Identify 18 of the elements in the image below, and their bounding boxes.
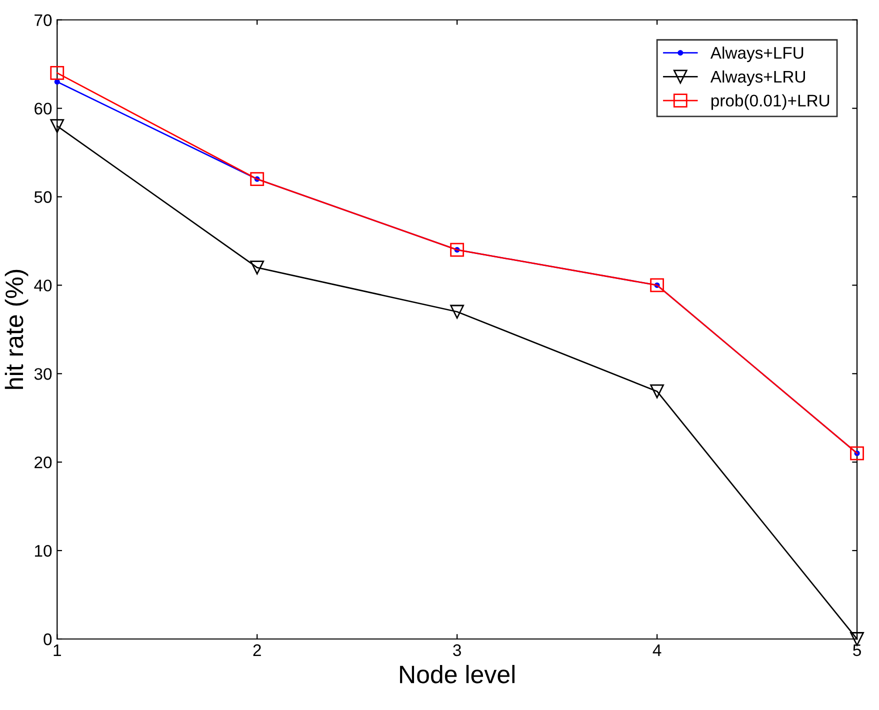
x-tick-label: 5 — [853, 644, 861, 656]
legend-label: Always+LRU — [710, 70, 805, 86]
legend-label: prob(0.01)+LRU — [711, 94, 830, 110]
y-tick-label: 30 — [34, 368, 52, 380]
y-tick-label: 60 — [34, 102, 52, 115]
y-axis-title: hit rate (%) — [4, 270, 28, 389]
y-tick-label: 40 — [34, 280, 52, 292]
y-tick-label: 20 — [34, 456, 52, 468]
x-axis-title: Node level — [400, 664, 514, 684]
y-tick-label: 70 — [34, 14, 52, 26]
x-tick-label: 4 — [652, 644, 662, 656]
legend-label: Always+LFU — [710, 46, 804, 62]
y-tick-label: 10 — [35, 544, 52, 557]
x-tick-label: 3 — [453, 644, 461, 656]
y-tick-label: 0 — [44, 633, 52, 646]
y-tick-label: 50 — [34, 191, 52, 203]
x-tick-label: 1 — [54, 644, 61, 656]
x-tick-label: 2 — [253, 644, 261, 656]
